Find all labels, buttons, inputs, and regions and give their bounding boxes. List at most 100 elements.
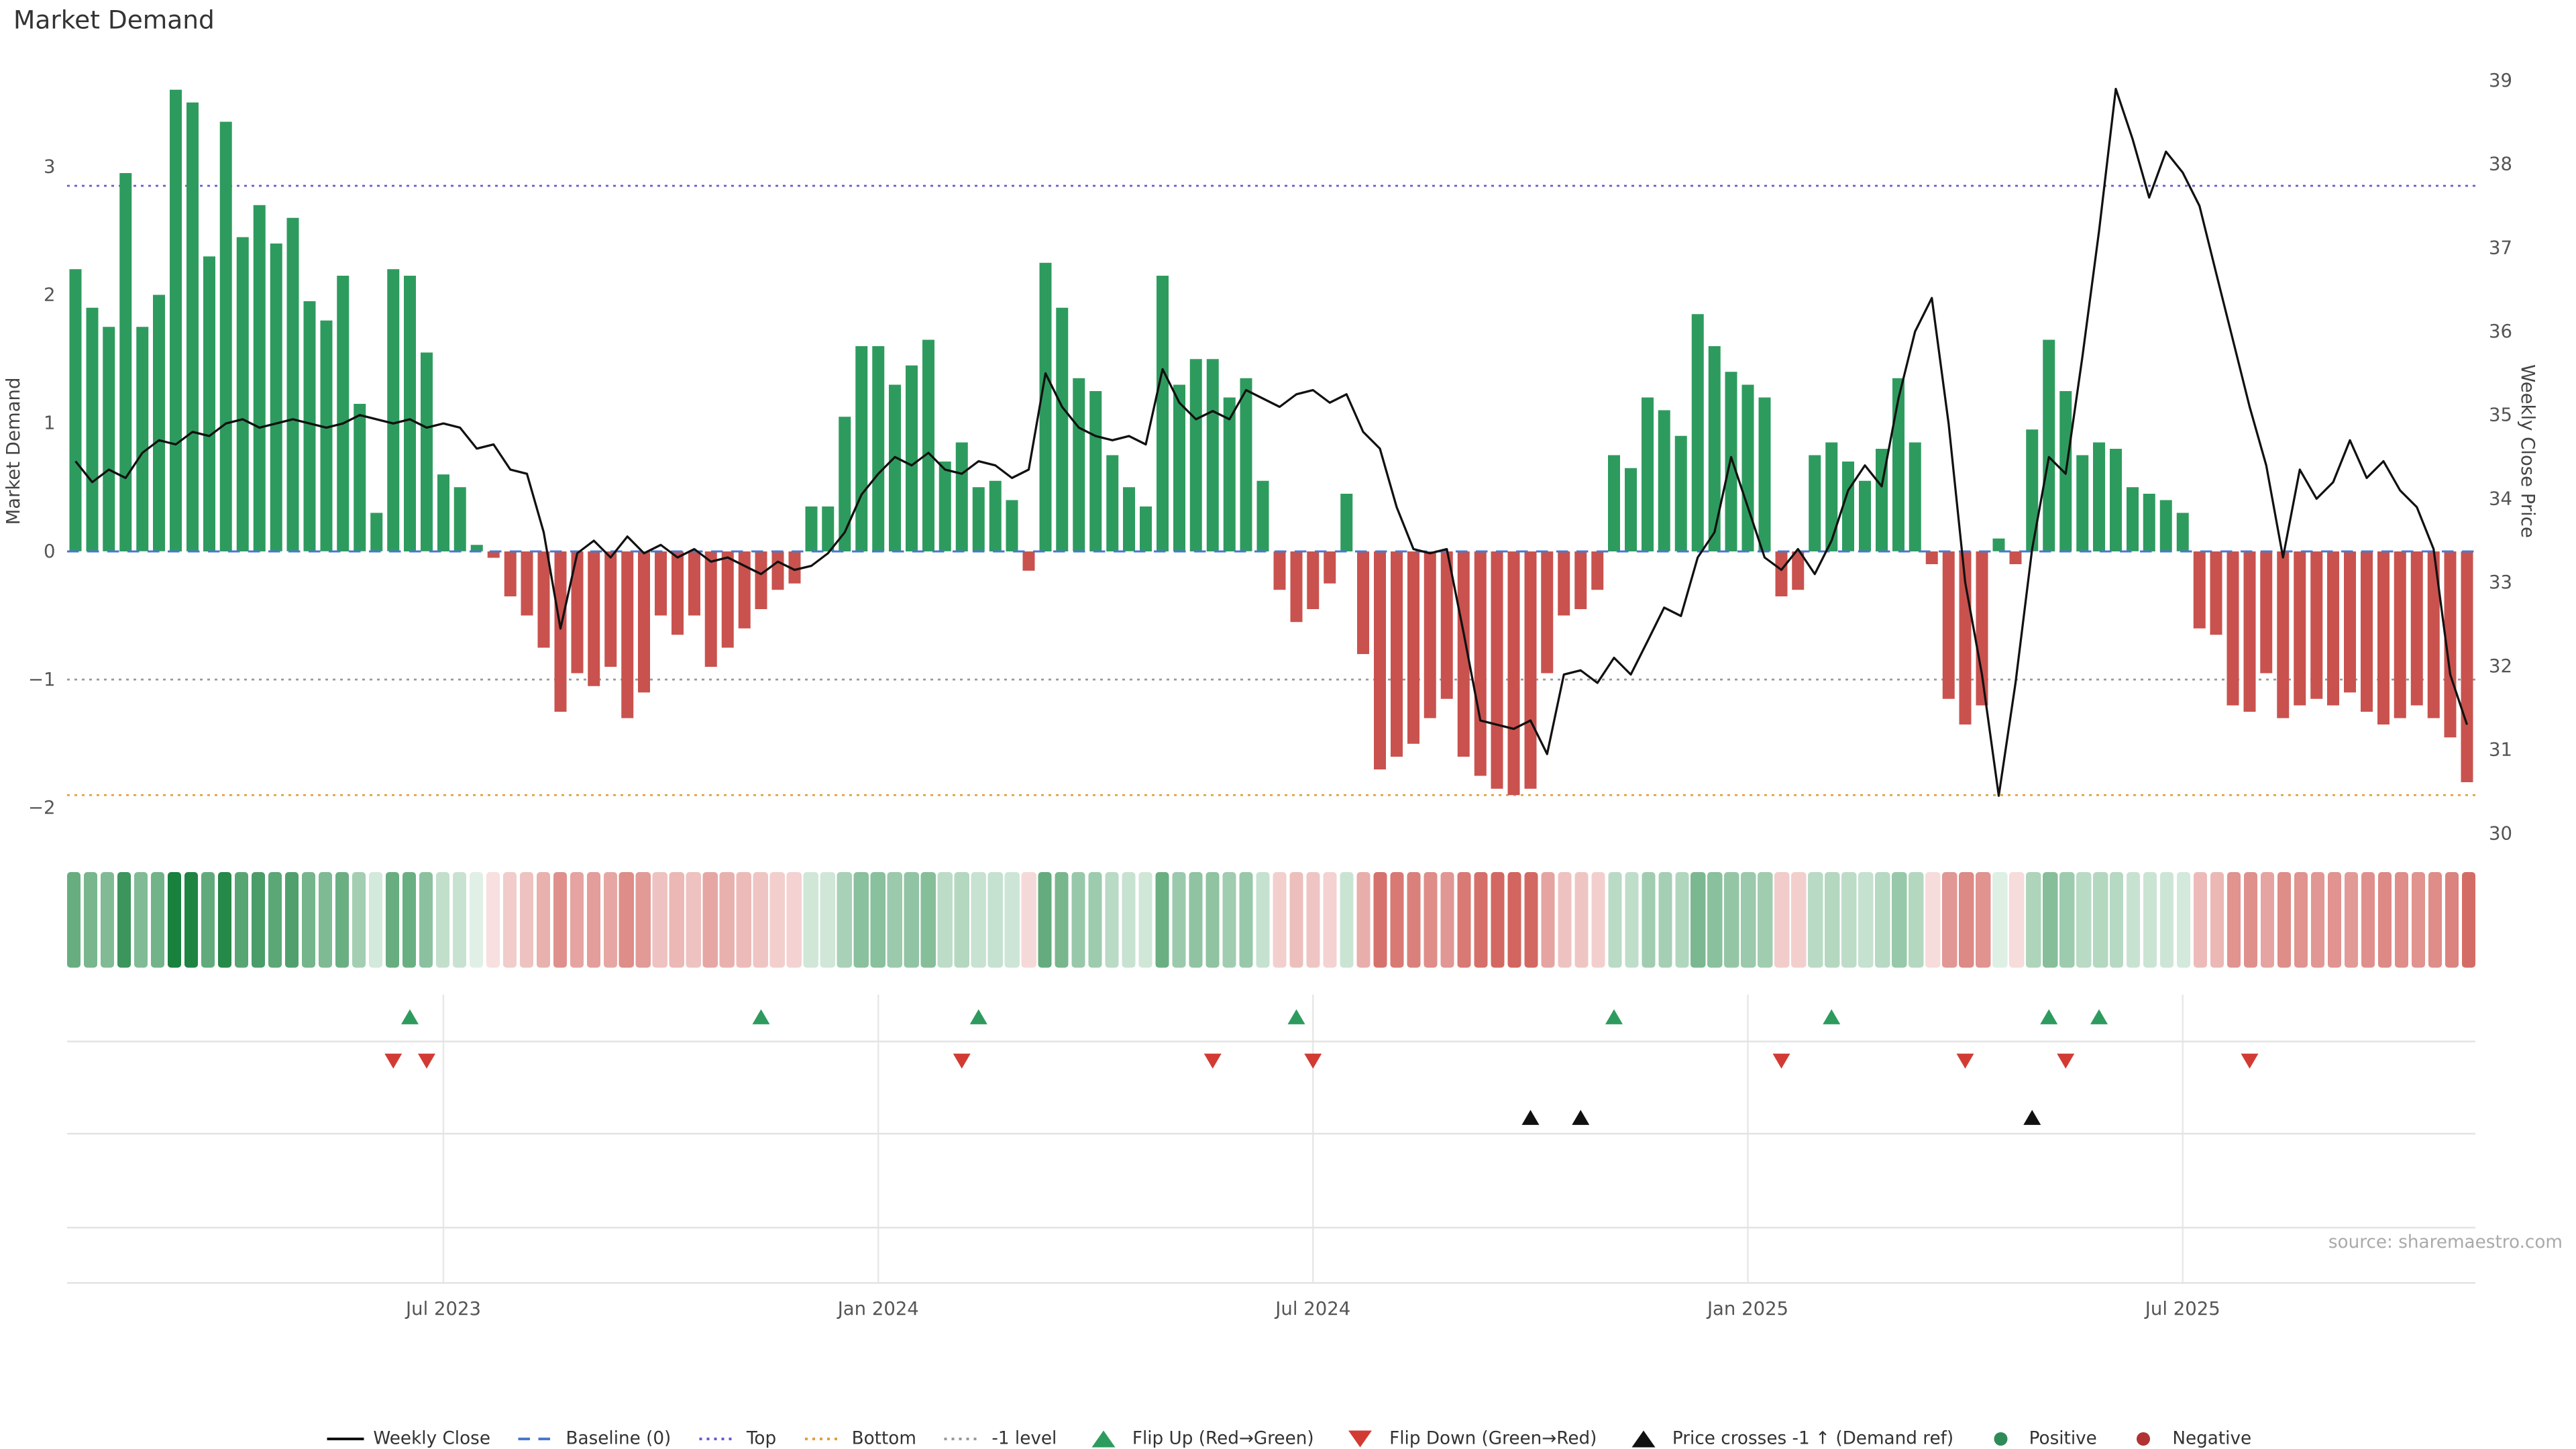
- demand-bar: [2210, 551, 2222, 635]
- demand-bar: [1256, 480, 1269, 552]
- demand-bar: [672, 551, 684, 635]
- demand-bar: [2444, 551, 2457, 738]
- demand-bar: [738, 551, 751, 629]
- heatmap-cell: [1775, 872, 1789, 968]
- x-axis-tick: Jan 2024: [837, 1298, 919, 1320]
- demand-bar: [69, 269, 82, 551]
- demand-bar: [1357, 551, 1369, 654]
- heatmap-strip: [67, 872, 2476, 968]
- heatmap-cell: [937, 872, 952, 968]
- heatmap-cell: [1389, 872, 1404, 968]
- demand-bar: [1290, 551, 1303, 623]
- demand-bar: [1708, 346, 1721, 551]
- legend-label: Baseline (0): [566, 1429, 672, 1449]
- heatmap-cell: [2093, 872, 2108, 968]
- heatmap-cell: [1959, 872, 1974, 968]
- demand-bar: [855, 346, 868, 551]
- heatmap-cell: [1306, 872, 1321, 968]
- heatmap-cell: [1038, 872, 1053, 968]
- demand-bar: [788, 551, 801, 584]
- demand-bar: [1642, 397, 1654, 551]
- demand-bar: [2277, 551, 2290, 718]
- heatmap-cell: [519, 872, 533, 968]
- heatmap-cell: [770, 872, 785, 968]
- heatmap-cell: [435, 872, 450, 968]
- heatmap-cell: [1540, 872, 1555, 968]
- flip-down-marker: [1956, 1053, 1974, 1069]
- flip-up-marker: [752, 1009, 770, 1024]
- heatmap-cell: [2260, 872, 2275, 968]
- x-axis-tick: Jan 2025: [1706, 1298, 1788, 1320]
- heatmap-cell: [2277, 872, 2292, 968]
- demand-bar: [2226, 551, 2239, 706]
- legend-label: Flip Up (Red→Green): [1132, 1429, 1314, 1449]
- heatmap-cell: [2243, 872, 2258, 968]
- demand-bar: [2110, 449, 2122, 552]
- demand-bar: [1859, 480, 1871, 552]
- demand-bar: [2394, 551, 2406, 718]
- x-axis-tick: Jul 2023: [405, 1298, 481, 1320]
- heatmap-cell: [1440, 872, 1454, 968]
- demand-bar: [2026, 429, 2039, 551]
- heatmap-cell: [653, 872, 667, 968]
- legend: Weekly Close Baseline (0) Top Bottom -1 leve…: [0, 1429, 2576, 1449]
- heatmap-cell: [1473, 872, 1488, 968]
- heatmap-cell: [954, 872, 969, 968]
- left-axis-tick: −1: [28, 669, 56, 690]
- legend-label: Bottom: [851, 1429, 916, 1449]
- heatmap-cell: [686, 872, 701, 968]
- demand-bar: [1608, 455, 1620, 551]
- heatmap-cell: [2160, 872, 2175, 968]
- heatmap-cell: [854, 872, 869, 968]
- demand-bar: [1324, 551, 1336, 584]
- demand-bar: [771, 551, 784, 590]
- heatmap-cell: [1825, 872, 1839, 968]
- demand-bar: [1541, 551, 1554, 674]
- demand-bar: [2076, 455, 2089, 551]
- heatmap-cell: [737, 872, 751, 968]
- demand-bar: [421, 352, 433, 551]
- demand-bar: [2461, 551, 2473, 782]
- demand-bar: [989, 480, 1002, 552]
- flip-up-marker: [2040, 1009, 2058, 1024]
- demand-bar: [2043, 339, 2055, 551]
- demand-bar: [2310, 551, 2323, 699]
- flip-up-icon: [1091, 1430, 1116, 1448]
- heatmap-cell: [1088, 872, 1103, 968]
- heatmap-cell: [2411, 872, 2426, 968]
- right-axis-tick: 39: [2489, 70, 2512, 91]
- demand-bar: [1625, 468, 1637, 552]
- heatmap-cell: [720, 872, 735, 968]
- heatmap-cell: [2059, 872, 2074, 968]
- flip-down-marker: [953, 1053, 971, 1069]
- heatmap-cell: [987, 872, 1002, 968]
- demand-bar: [1491, 551, 1503, 789]
- demand-bar: [1775, 551, 1788, 596]
- demand-bar: [1892, 378, 1904, 551]
- demand-bar: [1157, 276, 1169, 551]
- demand-bar: [203, 256, 215, 551]
- demand-bar: [1440, 551, 1453, 699]
- heatmap-cell: [352, 872, 366, 968]
- heatmap-cell: [1791, 872, 1806, 968]
- flip-down-marker: [418, 1053, 435, 1069]
- flip-down-marker: [384, 1053, 402, 1069]
- flip-down-icon: [1349, 1430, 1373, 1448]
- demand-bar: [1524, 551, 1537, 789]
- heatmap-cell: [2327, 872, 2342, 968]
- left-axis-tick: 3: [44, 156, 56, 177]
- demand-bar: [153, 294, 165, 551]
- demand-bar: [1792, 551, 1805, 590]
- heatmap-cell: [871, 872, 885, 968]
- heatmap-cell: [419, 872, 433, 968]
- demand-bar: [704, 551, 717, 667]
- heatmap-cell: [904, 872, 919, 968]
- demand-bar: [2377, 551, 2390, 724]
- price-cross-icon: [1631, 1430, 1656, 1448]
- demand-bar: [521, 551, 533, 616]
- legend-label: Weekly Close: [373, 1429, 490, 1449]
- heatmap-cell: [1725, 872, 1739, 968]
- heatmap-cell: [1071, 872, 1086, 968]
- heatmap-cell: [753, 872, 768, 968]
